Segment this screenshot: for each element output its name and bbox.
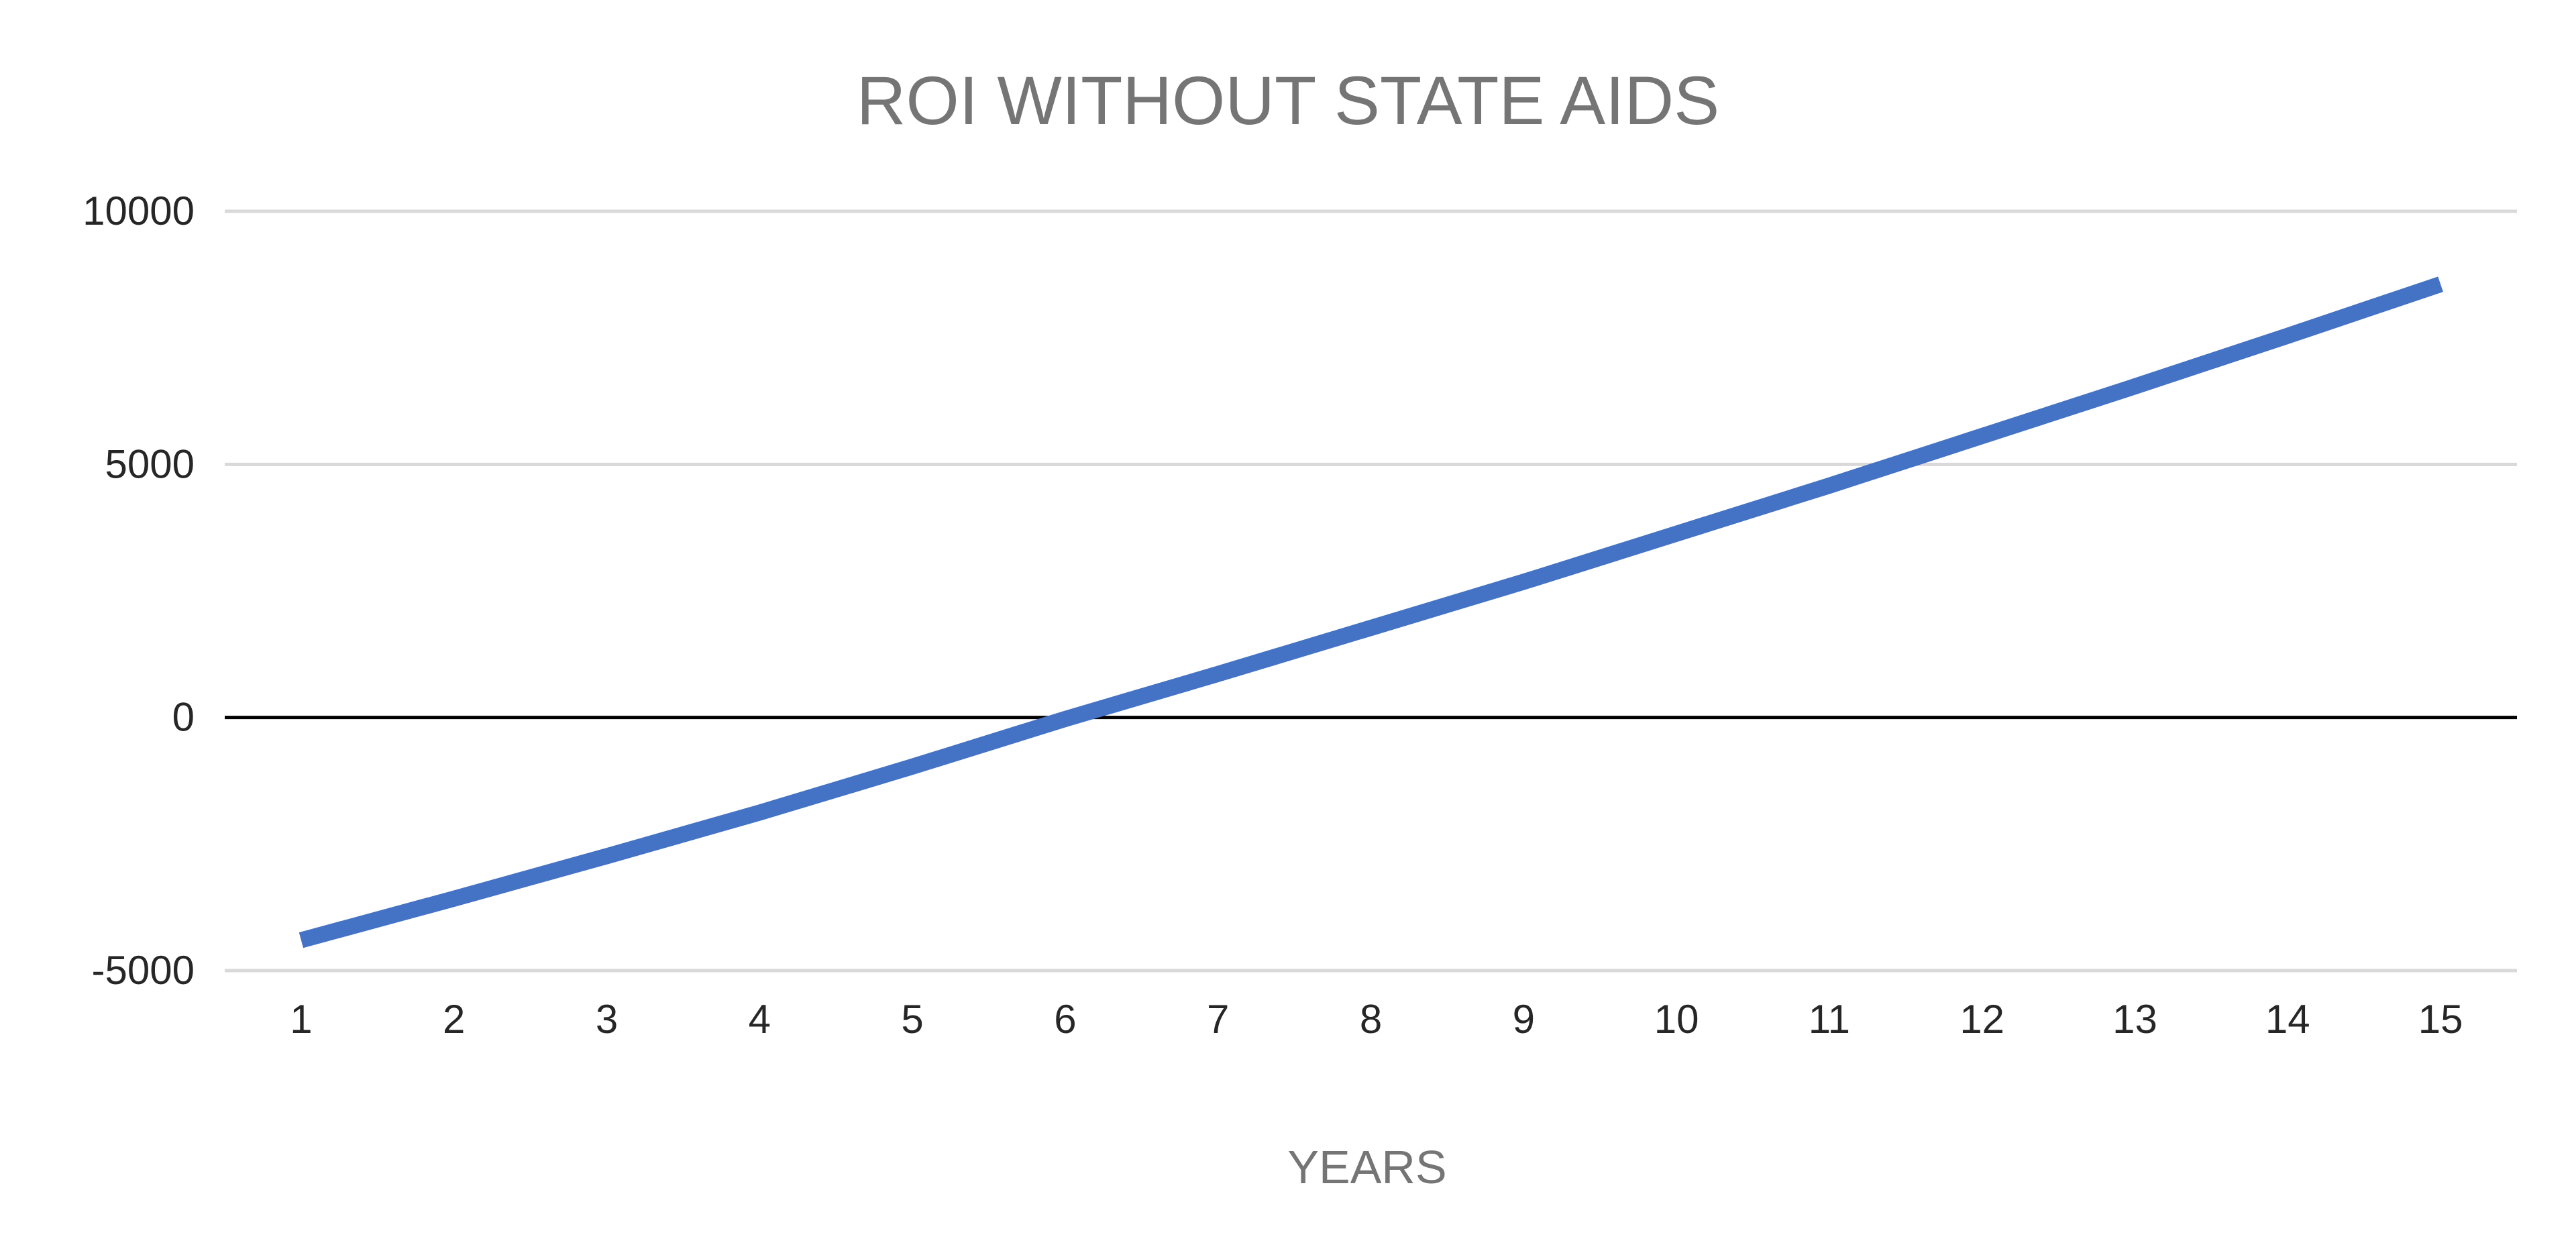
x-tick-label: 5 [901,997,923,1042]
x-tick-label: 7 [1207,997,1229,1042]
y-tick-label: 10000 [83,188,195,233]
x-tick-label: 13 [2112,997,2157,1042]
chart-title: ROI WITHOUT STATE AIDS [857,62,1719,139]
x-tick-label: 3 [596,997,618,1042]
series-lines [299,276,2443,948]
series-line [299,276,2443,948]
y-tick-label: 5000 [105,441,195,486]
x-tick-label: 11 [1809,997,1850,1042]
x-tick-label: 9 [1513,997,1535,1042]
x-tick-label: 10 [1654,997,1699,1042]
x-axis-title: YEARS [1287,1141,1446,1193]
x-tick-label: 6 [1054,997,1076,1042]
x-tick-label: 4 [749,997,771,1042]
gridlines [225,209,2517,973]
x-tick-label: 12 [1960,997,2004,1042]
y-tick-label: -5000 [92,948,195,993]
x-tick-label: 2 [443,997,465,1042]
x-axis-tick-labels: 1 2 3 4 5 6 7 8 9 10 11 12 13 14 15 [290,997,2463,1042]
x-tick-label: 15 [2418,997,2463,1042]
x-tick-label: 14 [2265,997,2310,1042]
y-axis-tick-labels: 10000 5000 0 -5000 [83,188,195,993]
x-tick-label: 1 [290,997,312,1042]
y-tick-label: 0 [172,695,195,740]
x-tick-label: 8 [1360,997,1382,1042]
